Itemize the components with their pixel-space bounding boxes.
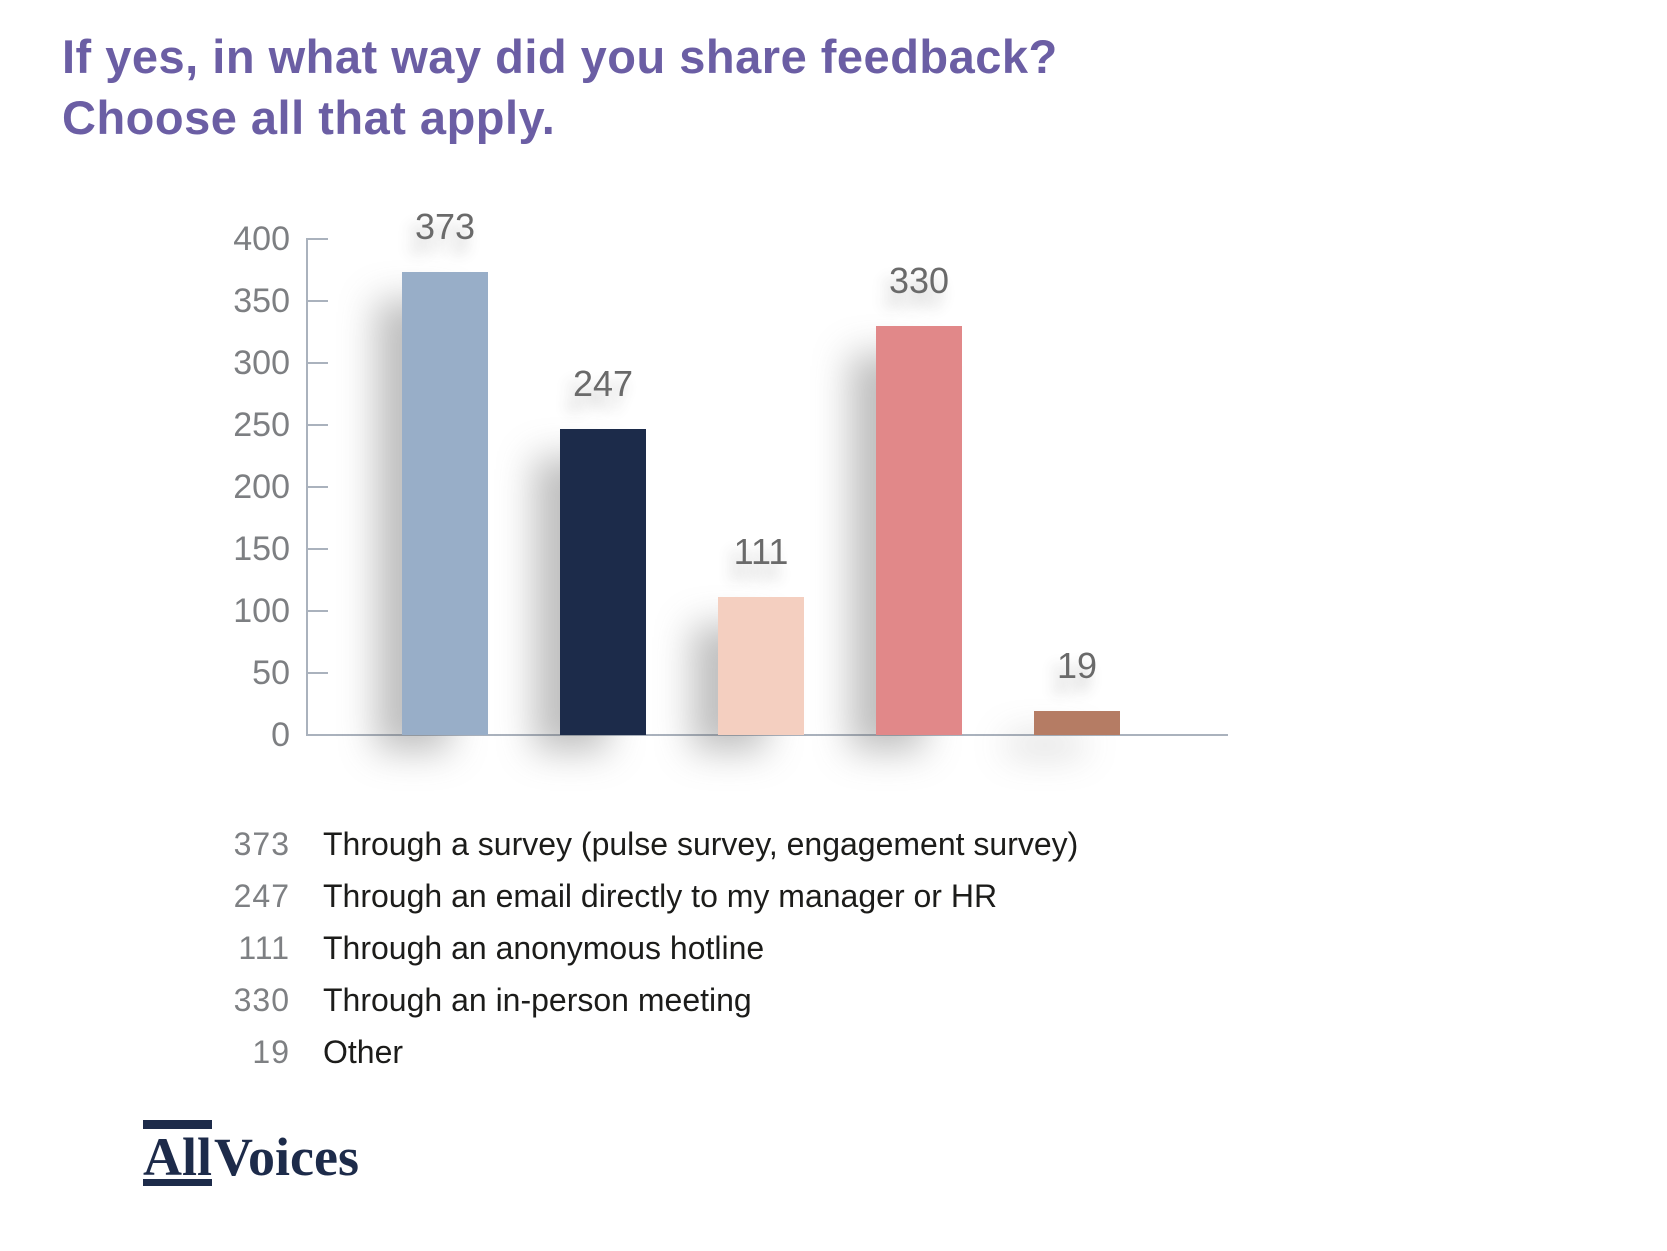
legend-value: 373 xyxy=(233,825,290,862)
legend-label: Through an email directly to my manager … xyxy=(323,877,998,914)
y-axis-tick-label: 100 xyxy=(233,592,290,630)
allvoices-logo: AllVoices xyxy=(143,1120,359,1188)
bar-value-label: 19 xyxy=(1056,645,1098,687)
logo-voices-wordmark: Voices xyxy=(214,1127,360,1187)
bar-chart: 400 350 300 250 200 150 100 50 0 373 247 111 330 19 xyxy=(233,206,1228,754)
bar-value-label: 330 xyxy=(888,259,950,301)
bar-3 xyxy=(718,597,804,735)
legend-label: Through an in-person meeting xyxy=(323,981,752,1018)
legend-row: 330 Through an in-person meeting xyxy=(150,974,1300,1026)
y-axis-tick xyxy=(306,734,328,736)
y-axis-tick-label: 350 xyxy=(233,282,290,320)
y-axis-tick-label: 50 xyxy=(252,654,290,692)
y-axis-tick-label: 150 xyxy=(233,530,290,568)
y-axis-tick xyxy=(306,672,328,674)
y-axis-tick xyxy=(306,238,328,240)
legend-label: Through an anonymous hotline xyxy=(323,929,765,966)
y-axis-tick xyxy=(306,300,328,302)
bar-1 xyxy=(402,272,488,735)
legend-row: 373 Through a survey (pulse survey, engag… xyxy=(150,818,1300,870)
x-axis-baseline xyxy=(306,734,1228,736)
bar-5 xyxy=(1034,711,1120,735)
chart-legend: 373 Through a survey (pulse survey, engag… xyxy=(150,818,1300,1078)
legend-label: Through a survey (pulse survey, engageme… xyxy=(323,825,1079,862)
legend-value: 111 xyxy=(238,929,290,966)
bar-4 xyxy=(876,325,962,735)
page-title-line1: If yes, in what way did you share feedba… xyxy=(62,30,1058,83)
y-axis-tick-label: 400 xyxy=(233,220,290,258)
legend-value: 330 xyxy=(233,981,290,1018)
bar-value-label: 111 xyxy=(733,531,789,573)
page-title-line2: Choose all that apply. xyxy=(62,91,556,144)
y-axis-tick xyxy=(306,486,328,488)
legend-row: 111 Through an anonymous hotline xyxy=(150,922,1300,974)
legend-value: 19 xyxy=(252,1033,290,1070)
y-axis-tick xyxy=(306,548,328,550)
y-axis-tick xyxy=(306,424,328,426)
y-axis-tick xyxy=(306,362,328,364)
y-axis-tick xyxy=(306,610,328,612)
y-axis-tick-label: 200 xyxy=(233,468,290,506)
legend-value: 247 xyxy=(233,877,290,914)
y-axis-tick-label: 0 xyxy=(271,716,290,754)
bar-value-label: 373 xyxy=(414,206,476,248)
legend-label: Other xyxy=(323,1033,404,1070)
bar-value-label: 247 xyxy=(572,362,634,404)
bar-2 xyxy=(560,428,646,735)
legend-row: 247 Through an email directly to my manag… xyxy=(150,870,1300,922)
page-title: If yes, in what way did you share feedba… xyxy=(62,26,1058,148)
y-axis-tick-label: 300 xyxy=(233,344,290,382)
logo-all-wordmark: All xyxy=(143,1120,213,1187)
y-axis-tick-label: 250 xyxy=(233,406,290,444)
legend-row: 19 Other xyxy=(150,1026,1300,1078)
